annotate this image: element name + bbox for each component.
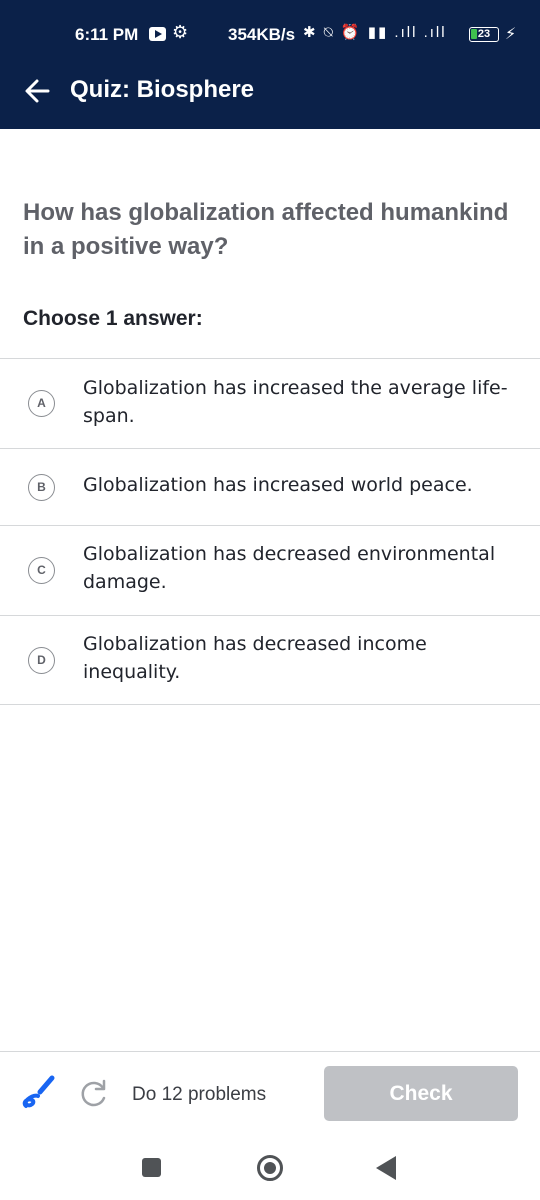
status-bar: 6:11 PM ⚙ 354KB/s ✱ ⍉ ⏰ ▮▮ .ıll .ıll 23 … xyxy=(0,20,540,50)
bottom-toolbar xyxy=(0,1051,540,1139)
choice-a-letter: A xyxy=(28,390,55,417)
home-button[interactable] xyxy=(257,1155,283,1181)
arrow-left-icon[interactable] xyxy=(22,76,54,106)
choice-b-text: Globalization has increased world peace. xyxy=(83,474,473,496)
choice-b[interactable]: B Globalization has increased world peac… xyxy=(0,448,540,525)
choice-c-text: Globalization has decreased environmenta… xyxy=(83,543,496,593)
back-triangle-icon[interactable] xyxy=(376,1156,396,1180)
choice-d-letter: D xyxy=(28,647,55,674)
page-title: Quiz: Biosphere xyxy=(70,76,255,103)
charging-icon: ⚡ xyxy=(505,26,517,43)
choice-a[interactable]: A Globalization has increased the averag… xyxy=(0,358,540,448)
pencil-icon[interactable] xyxy=(20,1072,56,1112)
choice-a-text: Globalization has increased the average … xyxy=(83,377,508,427)
choice-d[interactable]: D Globalization has decreased income ine… xyxy=(0,615,540,705)
check-button[interactable]: Check xyxy=(324,1066,518,1121)
choice-b-letter: B xyxy=(28,474,55,501)
choose-instruction: Choose 1 answer: xyxy=(23,307,203,330)
question-text: How has globalization affected humankind… xyxy=(23,199,509,260)
answer-choices: A Globalization has increased the averag… xyxy=(0,358,540,705)
status-time: 6:11 PM xyxy=(75,25,139,44)
choice-d-text: Globalization has decreased income inequ… xyxy=(83,633,427,683)
status-icons-group: ✱ ⍉ ⏰ ▮▮ .ıll .ıll xyxy=(303,24,447,41)
app-header: 6:11 PM ⚙ 354KB/s ✱ ⍉ ⏰ ▮▮ .ıll .ıll 23 … xyxy=(0,0,540,129)
choice-c[interactable]: C Globalization has decreased environmen… xyxy=(0,525,540,615)
battery-icon: 23 xyxy=(469,27,499,42)
battery-level: 23 xyxy=(477,28,491,40)
redo-icon[interactable] xyxy=(79,1078,109,1108)
network-speed: 354KB/s xyxy=(228,25,296,44)
youtube-icon xyxy=(149,27,166,41)
problems-count: Do 12 problems xyxy=(132,1084,267,1105)
recents-button[interactable] xyxy=(142,1158,161,1177)
settings-icon: ⚙ xyxy=(172,22,189,42)
choice-c-letter: C xyxy=(28,557,55,584)
